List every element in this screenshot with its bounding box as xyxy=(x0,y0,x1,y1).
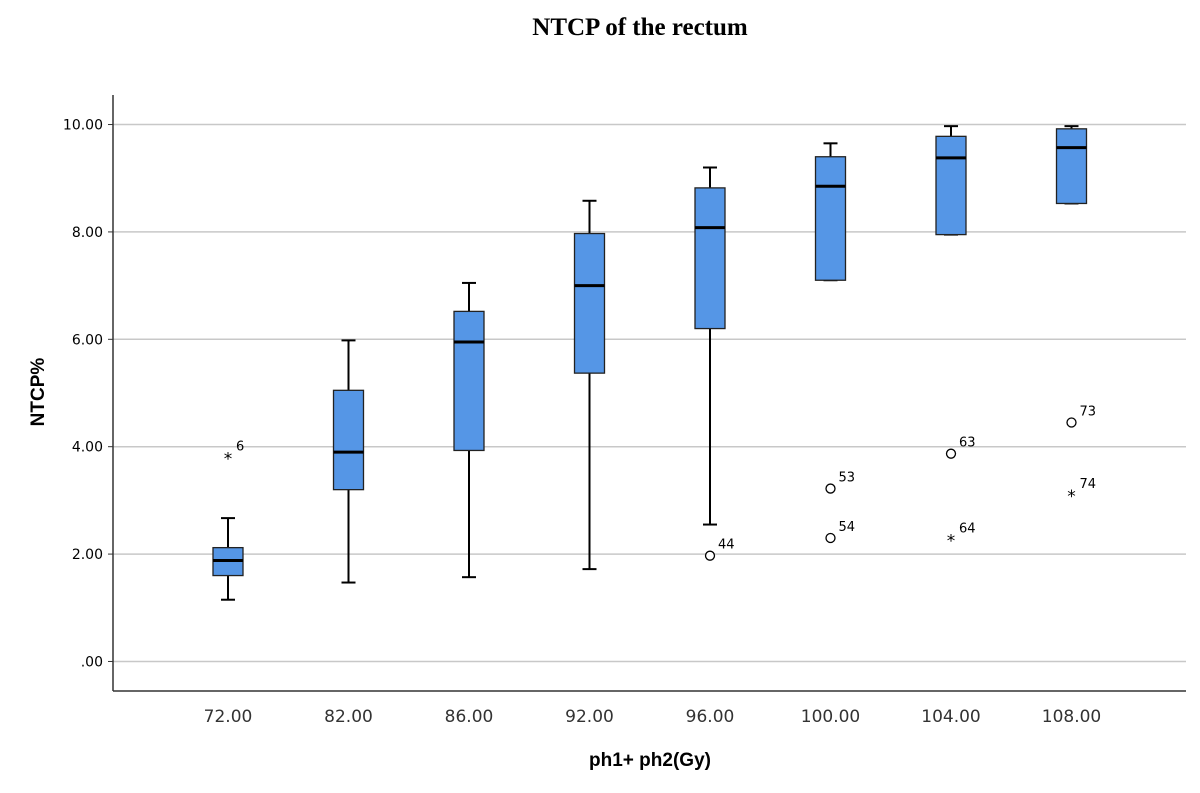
x-axis-title: ph1+ ph2(Gy) xyxy=(589,750,711,771)
outlier-circle xyxy=(825,532,836,544)
outlier-label: 53 xyxy=(839,471,856,486)
box-72.00 xyxy=(212,517,244,601)
iqr-box xyxy=(573,232,606,374)
outlier-label: 74 xyxy=(1080,477,1097,492)
x-tick-label: 104.00 xyxy=(921,707,980,727)
x-tick-label: 96.00 xyxy=(686,707,735,727)
outlier-label: 64 xyxy=(959,522,976,537)
boxes xyxy=(212,125,1088,601)
outlier-label: 6 xyxy=(236,439,244,454)
x-tick-label: 72.00 xyxy=(204,707,253,727)
gridlines xyxy=(108,123,1186,663)
box-104.00 xyxy=(935,125,967,236)
outlier-star: * xyxy=(947,532,956,552)
y-tick-label: 6.00 xyxy=(72,332,103,348)
box-96.00 xyxy=(694,166,726,526)
y-tick-label: 4.00 xyxy=(72,440,103,456)
outlier-label: 54 xyxy=(839,520,856,535)
iqr-box xyxy=(453,310,485,452)
box-92.00 xyxy=(573,199,606,571)
outlier-label: 44 xyxy=(718,538,735,553)
x-tick-label: 82.00 xyxy=(324,707,373,727)
outlier-circle xyxy=(1066,417,1077,428)
y-tick-label: 8.00 xyxy=(72,225,103,241)
iqr-box xyxy=(935,135,967,236)
outlier-star: * xyxy=(1067,487,1076,507)
y-tick-label: .00 xyxy=(81,654,103,670)
iqr-box xyxy=(1055,128,1088,205)
box-86.00 xyxy=(453,281,485,579)
x-tick-label: 86.00 xyxy=(445,707,494,727)
box-82.00 xyxy=(332,339,365,584)
axes xyxy=(112,95,1186,692)
box-108.00 xyxy=(1055,125,1088,205)
y-axis-title: NTCP% xyxy=(28,358,49,427)
outlier-circle xyxy=(825,483,836,494)
chart-title: NTCP of the rectum xyxy=(532,14,748,41)
box-100.00 xyxy=(814,142,847,282)
outlier-circle xyxy=(945,448,957,459)
y-tick-labels: .00 2.00 4.00 6.00 8.00 10.00 xyxy=(63,118,103,671)
x-tick-labels: 72.00 82.00 86.00 92.00 96.00 100.00 104.00 108… xyxy=(204,707,1102,727)
iqr-box xyxy=(332,389,365,491)
x-tick-label: 92.00 xyxy=(565,707,614,727)
y-tick-label: 2.00 xyxy=(72,547,103,563)
x-tick-label: 100.00 xyxy=(801,707,860,727)
outlier-label: 63 xyxy=(959,436,976,451)
y-tick-label: 10.00 xyxy=(63,118,103,134)
outlier-label: 73 xyxy=(1080,405,1097,420)
iqr-box xyxy=(694,187,726,330)
outlier-circle xyxy=(704,550,716,561)
x-tick-label: 108.00 xyxy=(1042,707,1101,727)
iqr-box xyxy=(814,156,847,281)
outlier-star: * xyxy=(224,449,233,469)
